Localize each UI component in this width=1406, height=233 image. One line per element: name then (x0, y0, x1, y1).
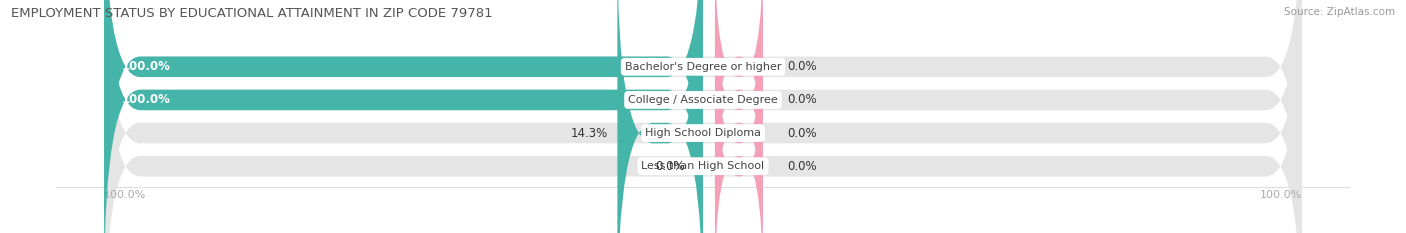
Text: 0.0%: 0.0% (787, 160, 817, 173)
Text: Source: ZipAtlas.com: Source: ZipAtlas.com (1284, 7, 1395, 17)
Text: College / Associate Degree: College / Associate Degree (628, 95, 778, 105)
FancyBboxPatch shape (104, 0, 1302, 233)
FancyBboxPatch shape (716, 0, 763, 189)
FancyBboxPatch shape (716, 11, 763, 233)
Text: 0.0%: 0.0% (787, 127, 817, 140)
Text: 14.3%: 14.3% (571, 127, 609, 140)
FancyBboxPatch shape (104, 0, 1302, 233)
FancyBboxPatch shape (716, 44, 763, 233)
FancyBboxPatch shape (104, 0, 1302, 233)
FancyBboxPatch shape (104, 0, 703, 233)
Text: 100.0%: 100.0% (122, 60, 172, 73)
FancyBboxPatch shape (716, 0, 763, 222)
Text: EMPLOYMENT STATUS BY EDUCATIONAL ATTAINMENT IN ZIP CODE 79781: EMPLOYMENT STATUS BY EDUCATIONAL ATTAINM… (11, 7, 494, 20)
Text: 0.0%: 0.0% (787, 93, 817, 106)
FancyBboxPatch shape (104, 0, 703, 233)
Text: 100.0%: 100.0% (104, 190, 146, 200)
Text: 100.0%: 100.0% (1260, 190, 1302, 200)
Text: Less than High School: Less than High School (641, 161, 765, 171)
FancyBboxPatch shape (617, 0, 703, 233)
FancyBboxPatch shape (104, 0, 1302, 233)
Text: 0.0%: 0.0% (655, 160, 685, 173)
Text: High School Diploma: High School Diploma (645, 128, 761, 138)
Text: Bachelor's Degree or higher: Bachelor's Degree or higher (624, 62, 782, 72)
Text: 0.0%: 0.0% (787, 60, 817, 73)
Text: 100.0%: 100.0% (122, 93, 172, 106)
